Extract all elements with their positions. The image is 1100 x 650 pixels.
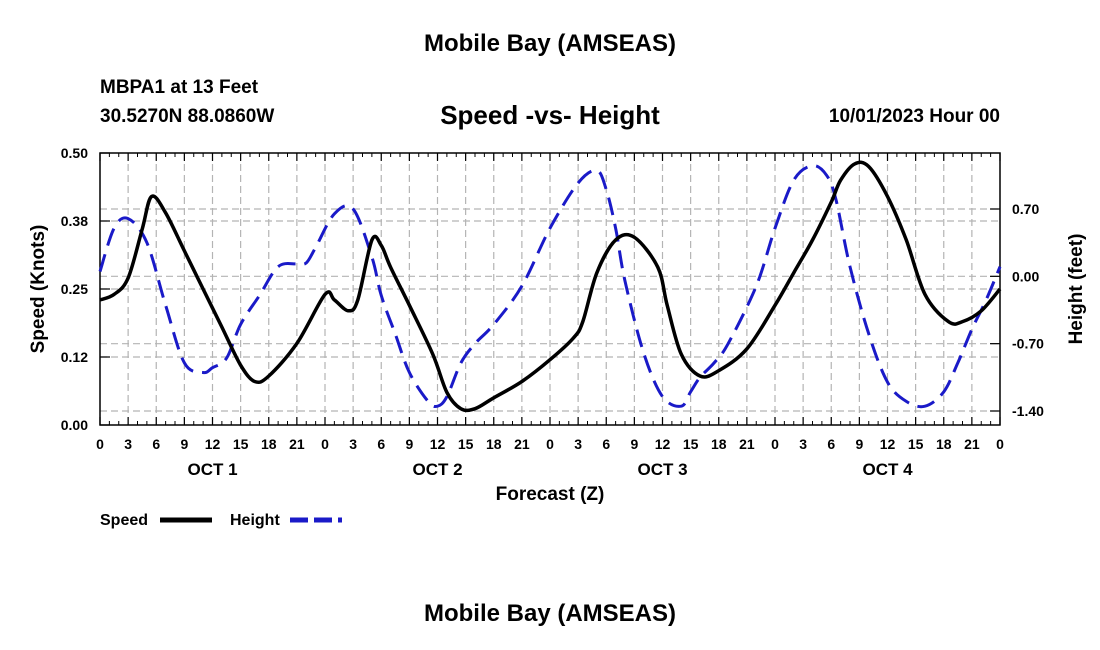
- x-tick-label: 0: [771, 436, 779, 452]
- x-tick-label: 0: [546, 436, 554, 452]
- x-tick-label: 18: [486, 436, 502, 452]
- x-tick-label: 6: [152, 436, 160, 452]
- x-tick-label: 21: [739, 436, 755, 452]
- x-tick-label: 21: [514, 436, 530, 452]
- y-left-tick-label: 0.25: [61, 281, 88, 297]
- legend-height-label: Height: [230, 512, 280, 529]
- x-tick-labels: 0 3 6 9 12 15 18 21 0 3 6 9 12 15 18 21 0 3 6 9 12 15 18 21 0 3 6 9…: [96, 436, 1004, 452]
- x-tick-label: 9: [405, 436, 413, 452]
- x-tick-label: 15: [683, 436, 699, 452]
- x-tick-label: 0: [996, 436, 1004, 452]
- day-label: OCT 2: [412, 460, 462, 479]
- coords-label: 30.5270N 88.0860W: [100, 106, 275, 127]
- chart-subtitle: Speed -vs- Height: [440, 100, 660, 130]
- x-tick-label: 0: [96, 436, 104, 452]
- y-right-tick-label: 0.70: [1012, 201, 1039, 217]
- x-tick-label: 18: [711, 436, 727, 452]
- y-right-tick-label: -0.70: [1012, 336, 1044, 352]
- footer-title: Mobile Bay (AMSEAS): [423, 600, 677, 627]
- x-tick-label: 12: [205, 436, 221, 452]
- x-tick-label: 12: [430, 436, 446, 452]
- x-tick-label: 9: [630, 436, 638, 452]
- left-axis-labels: 0.00 0.12 0.25 0.38 0.50: [61, 145, 88, 433]
- day-label: OCT 1: [187, 460, 237, 479]
- x-tick-label: 12: [880, 436, 896, 452]
- right-axis-labels: 0.70 0.00 -0.70 -1.40: [1012, 201, 1044, 419]
- grid-lines: [100, 153, 1000, 425]
- x-tick-label: 0: [321, 436, 329, 452]
- day-label: OCT 3: [637, 460, 687, 479]
- station-label: MBPA1 at 13 Feet: [100, 77, 259, 98]
- x-tick-label: 6: [602, 436, 610, 452]
- x-tick-label: 3: [574, 436, 582, 452]
- y-right-tick-label: -1.40: [1012, 403, 1044, 419]
- legend-speed-label: Speed: [100, 512, 148, 529]
- axis-ticks: [99, 152, 1001, 426]
- day-label: OCT 4: [862, 460, 913, 479]
- y-axis-label-left: Speed (Knots): [28, 225, 49, 354]
- x-axis-label: Forecast (Z): [496, 484, 605, 505]
- x-tick-label: 6: [377, 436, 385, 452]
- x-tick-label: 21: [289, 436, 305, 452]
- y-left-tick-label: 0.50: [61, 145, 88, 161]
- x-tick-label: 15: [233, 436, 249, 452]
- y-axis-label-right: Height (feet): [1066, 234, 1087, 345]
- y-left-tick-label: 0.00: [61, 417, 88, 433]
- x-tick-label: 3: [349, 436, 357, 452]
- page-title: Mobile Bay (AMSEAS): [423, 30, 677, 57]
- x-tick-label: 21: [964, 436, 980, 452]
- x-tick-label: 9: [180, 436, 188, 452]
- x-tick-label: 18: [936, 436, 952, 452]
- y-left-tick-label: 0.12: [61, 349, 88, 365]
- series-line-speed: [99, 160, 1002, 413]
- y-right-tick-label: 0.00: [1012, 268, 1039, 284]
- x-tick-label: 12: [655, 436, 671, 452]
- day-labels: OCT 1 OCT 2 OCT 3 OCT 4: [187, 460, 913, 479]
- x-tick-label: 15: [908, 436, 924, 452]
- series-line-height: [98, 164, 1002, 409]
- x-tick-label: 6: [827, 436, 835, 452]
- x-tick-label: 15: [458, 436, 474, 452]
- x-tick-label: 9: [855, 436, 863, 452]
- x-tick-label: 3: [799, 436, 807, 452]
- y-left-tick-label: 0.38: [61, 213, 88, 229]
- x-tick-label: 3: [124, 436, 132, 452]
- date-label: 10/01/2023 Hour 00: [828, 106, 1000, 127]
- legend: Speed Height: [100, 512, 342, 529]
- x-tick-label: 18: [261, 436, 277, 452]
